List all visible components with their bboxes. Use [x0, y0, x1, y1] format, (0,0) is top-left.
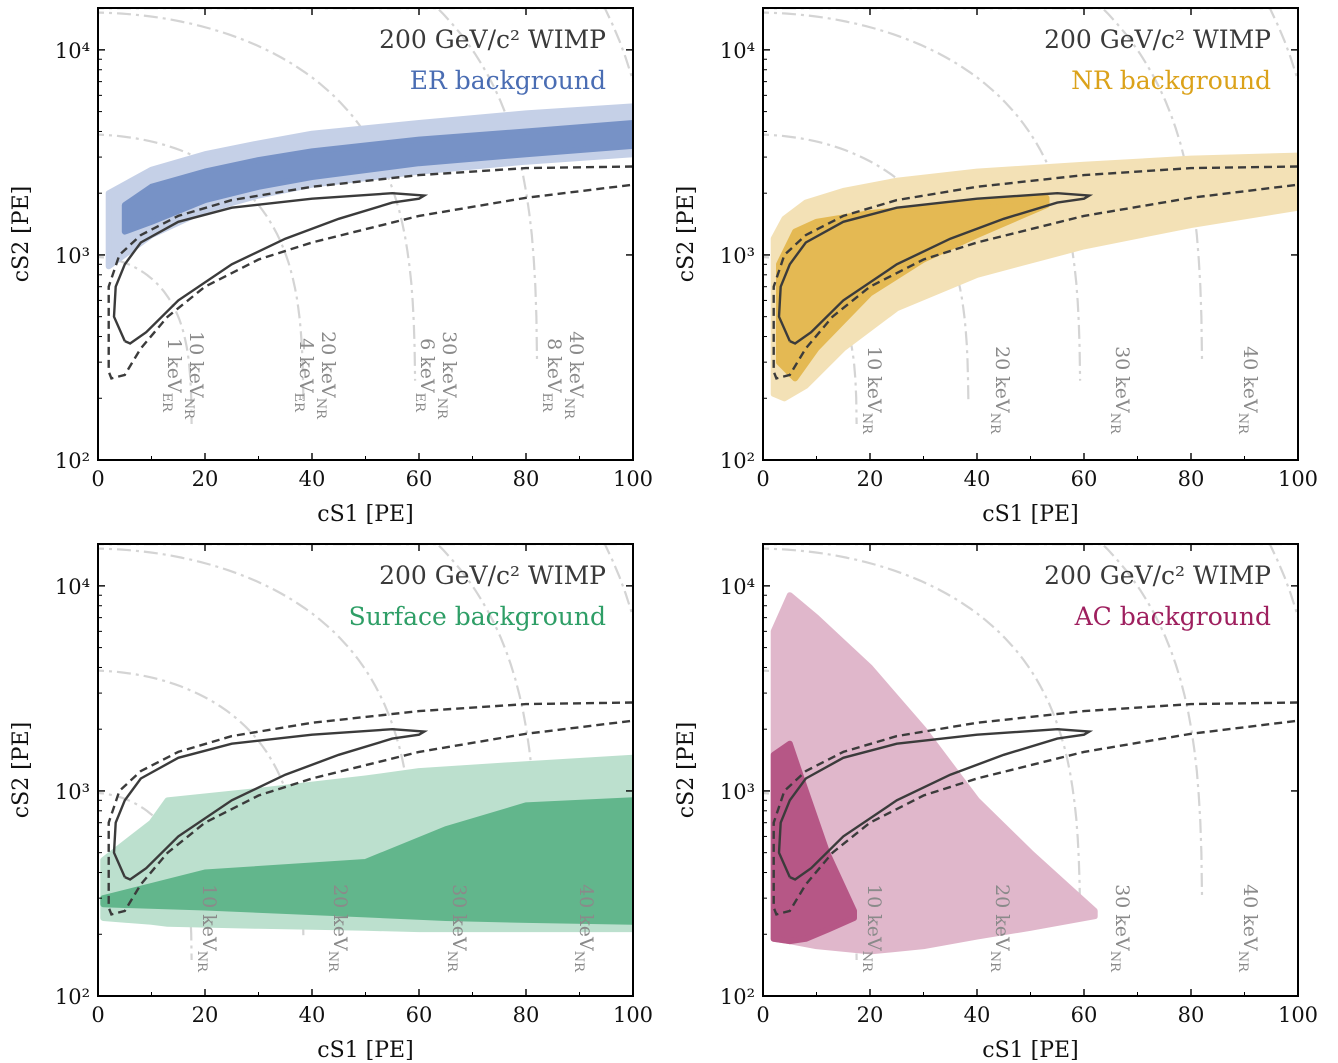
x-tick-label: 80: [513, 467, 540, 491]
panel-subtitle: Surface background: [349, 602, 606, 631]
x-tick-label: 20: [857, 467, 884, 491]
x-tick-label: 40: [964, 1003, 991, 1027]
x-tick-label: 0: [91, 467, 104, 491]
energy-label: 20 keVNR: [987, 346, 1013, 435]
x-axis-label: cS1 [PE]: [982, 502, 1078, 527]
wimp-contour-inner: [777, 727, 1094, 881]
iso-energy-curve: [98, 133, 305, 403]
x-tick-label: 0: [91, 1003, 104, 1027]
iso-energy-curve: [98, 547, 417, 917]
band-inner: [100, 797, 633, 925]
iso-energy-curve: [435, 544, 539, 896]
y-axis-label: cS2 [PE]: [9, 722, 34, 818]
y-tick-label: 10⁴: [55, 39, 90, 63]
energy-label-nr: 30 keVNR: [1107, 346, 1133, 435]
y-tick-label: 10⁴: [720, 575, 755, 599]
wimp-contour-inner: [112, 191, 429, 345]
x-tick-label: 80: [1178, 467, 1205, 491]
y-tick-label: 10³: [720, 244, 755, 268]
iso-energy-curve: [1100, 544, 1204, 896]
energy-label: 40 keVNR: [1235, 884, 1261, 973]
panel-title: 200 GeV/c² WIMP: [1044, 25, 1271, 54]
y-tick-label: 10²: [720, 449, 755, 473]
energy-label-nr: 30 keVNR: [1107, 884, 1133, 973]
wimp-contour-inner: [112, 727, 429, 881]
y-axis-label: cS2 [PE]: [9, 186, 34, 282]
y-tick-label: 10³: [55, 780, 90, 804]
x-tick-label: 20: [192, 467, 219, 491]
panel-title: 200 GeV/c² WIMP: [379, 25, 606, 54]
energy-label: 10 keVNR: [859, 346, 885, 435]
x-tick-label: 0: [756, 467, 769, 491]
x-tick-label: 80: [513, 1003, 540, 1027]
x-tick-label: 60: [406, 1003, 433, 1027]
x-tick-label: 0: [756, 1003, 769, 1027]
y-tick-label: 10⁴: [720, 39, 755, 63]
x-tick-label: 60: [406, 467, 433, 491]
wimp-contour-outer: [772, 701, 1298, 916]
x-tick-label: 100: [613, 1003, 653, 1027]
y-axis-label: cS2 [PE]: [674, 186, 699, 282]
y-tick-label: 10³: [55, 244, 90, 268]
band-inner: [121, 120, 633, 235]
x-tick-label: 20: [192, 1003, 219, 1027]
x-axis-label: cS1 [PE]: [982, 1038, 1078, 1063]
x-tick-label: 80: [1178, 1003, 1205, 1027]
panel-title: 200 GeV/c² WIMP: [379, 561, 606, 590]
x-axis-label: cS1 [PE]: [317, 502, 413, 527]
wimp-contour-outer: [107, 701, 633, 916]
x-tick-label: 40: [299, 1003, 326, 1027]
panel-subtitle: ER background: [410, 66, 606, 95]
y-axis-label: cS2 [PE]: [674, 722, 699, 818]
iso-energy-curve: [763, 133, 970, 403]
panel-2: 10 keVNR 20 keVNR 30 keVNR 40 keVNR 0 20 40 60 8…: [674, 7, 1318, 527]
x-tick-label: 100: [1278, 467, 1318, 491]
panel-subtitle: NR background: [1071, 66, 1271, 95]
x-tick-label: 60: [1071, 467, 1098, 491]
x-tick-label: 20: [857, 1003, 884, 1027]
energy-label-nr: 20 keVNR: [987, 346, 1013, 435]
x-tick-label: 100: [1278, 1003, 1318, 1027]
energy-label: 30 keVNR: [1107, 884, 1133, 973]
wimp-contour-outer: [772, 165, 1298, 380]
wimp-contour-inner: [777, 191, 1094, 345]
energy-label: 40 keVNR: [1235, 346, 1261, 435]
y-tick-label: 10³: [720, 780, 755, 804]
energy-label: 30 keVNR: [1107, 346, 1133, 435]
panel-subtitle: AC background: [1074, 602, 1271, 631]
wimp-contour-outer: [107, 165, 633, 380]
panel-title: 200 GeV/c² WIMP: [1044, 561, 1271, 590]
energy-label-er: 4 keVER: [291, 338, 317, 413]
x-axis-label: cS1 [PE]: [317, 1038, 413, 1063]
y-tick-label: 10⁴: [55, 575, 90, 599]
x-tick-label: 100: [613, 467, 653, 491]
band-outer: [770, 592, 1098, 955]
iso-energy-curve: [763, 547, 1082, 917]
x-tick-label: 40: [299, 467, 326, 491]
iso-energy-curve: [98, 11, 417, 381]
energy-label-nr: 40 keVNR: [1235, 346, 1261, 435]
y-tick-label: 10²: [720, 985, 755, 1009]
x-tick-label: 60: [1071, 1003, 1098, 1027]
energy-label-nr: 40 keVNR: [1235, 884, 1261, 973]
y-tick-label: 10²: [55, 449, 90, 473]
x-tick-label: 40: [964, 467, 991, 491]
energy-label-nr: 10 keVNR: [859, 346, 885, 435]
y-tick-label: 10²: [55, 985, 90, 1009]
